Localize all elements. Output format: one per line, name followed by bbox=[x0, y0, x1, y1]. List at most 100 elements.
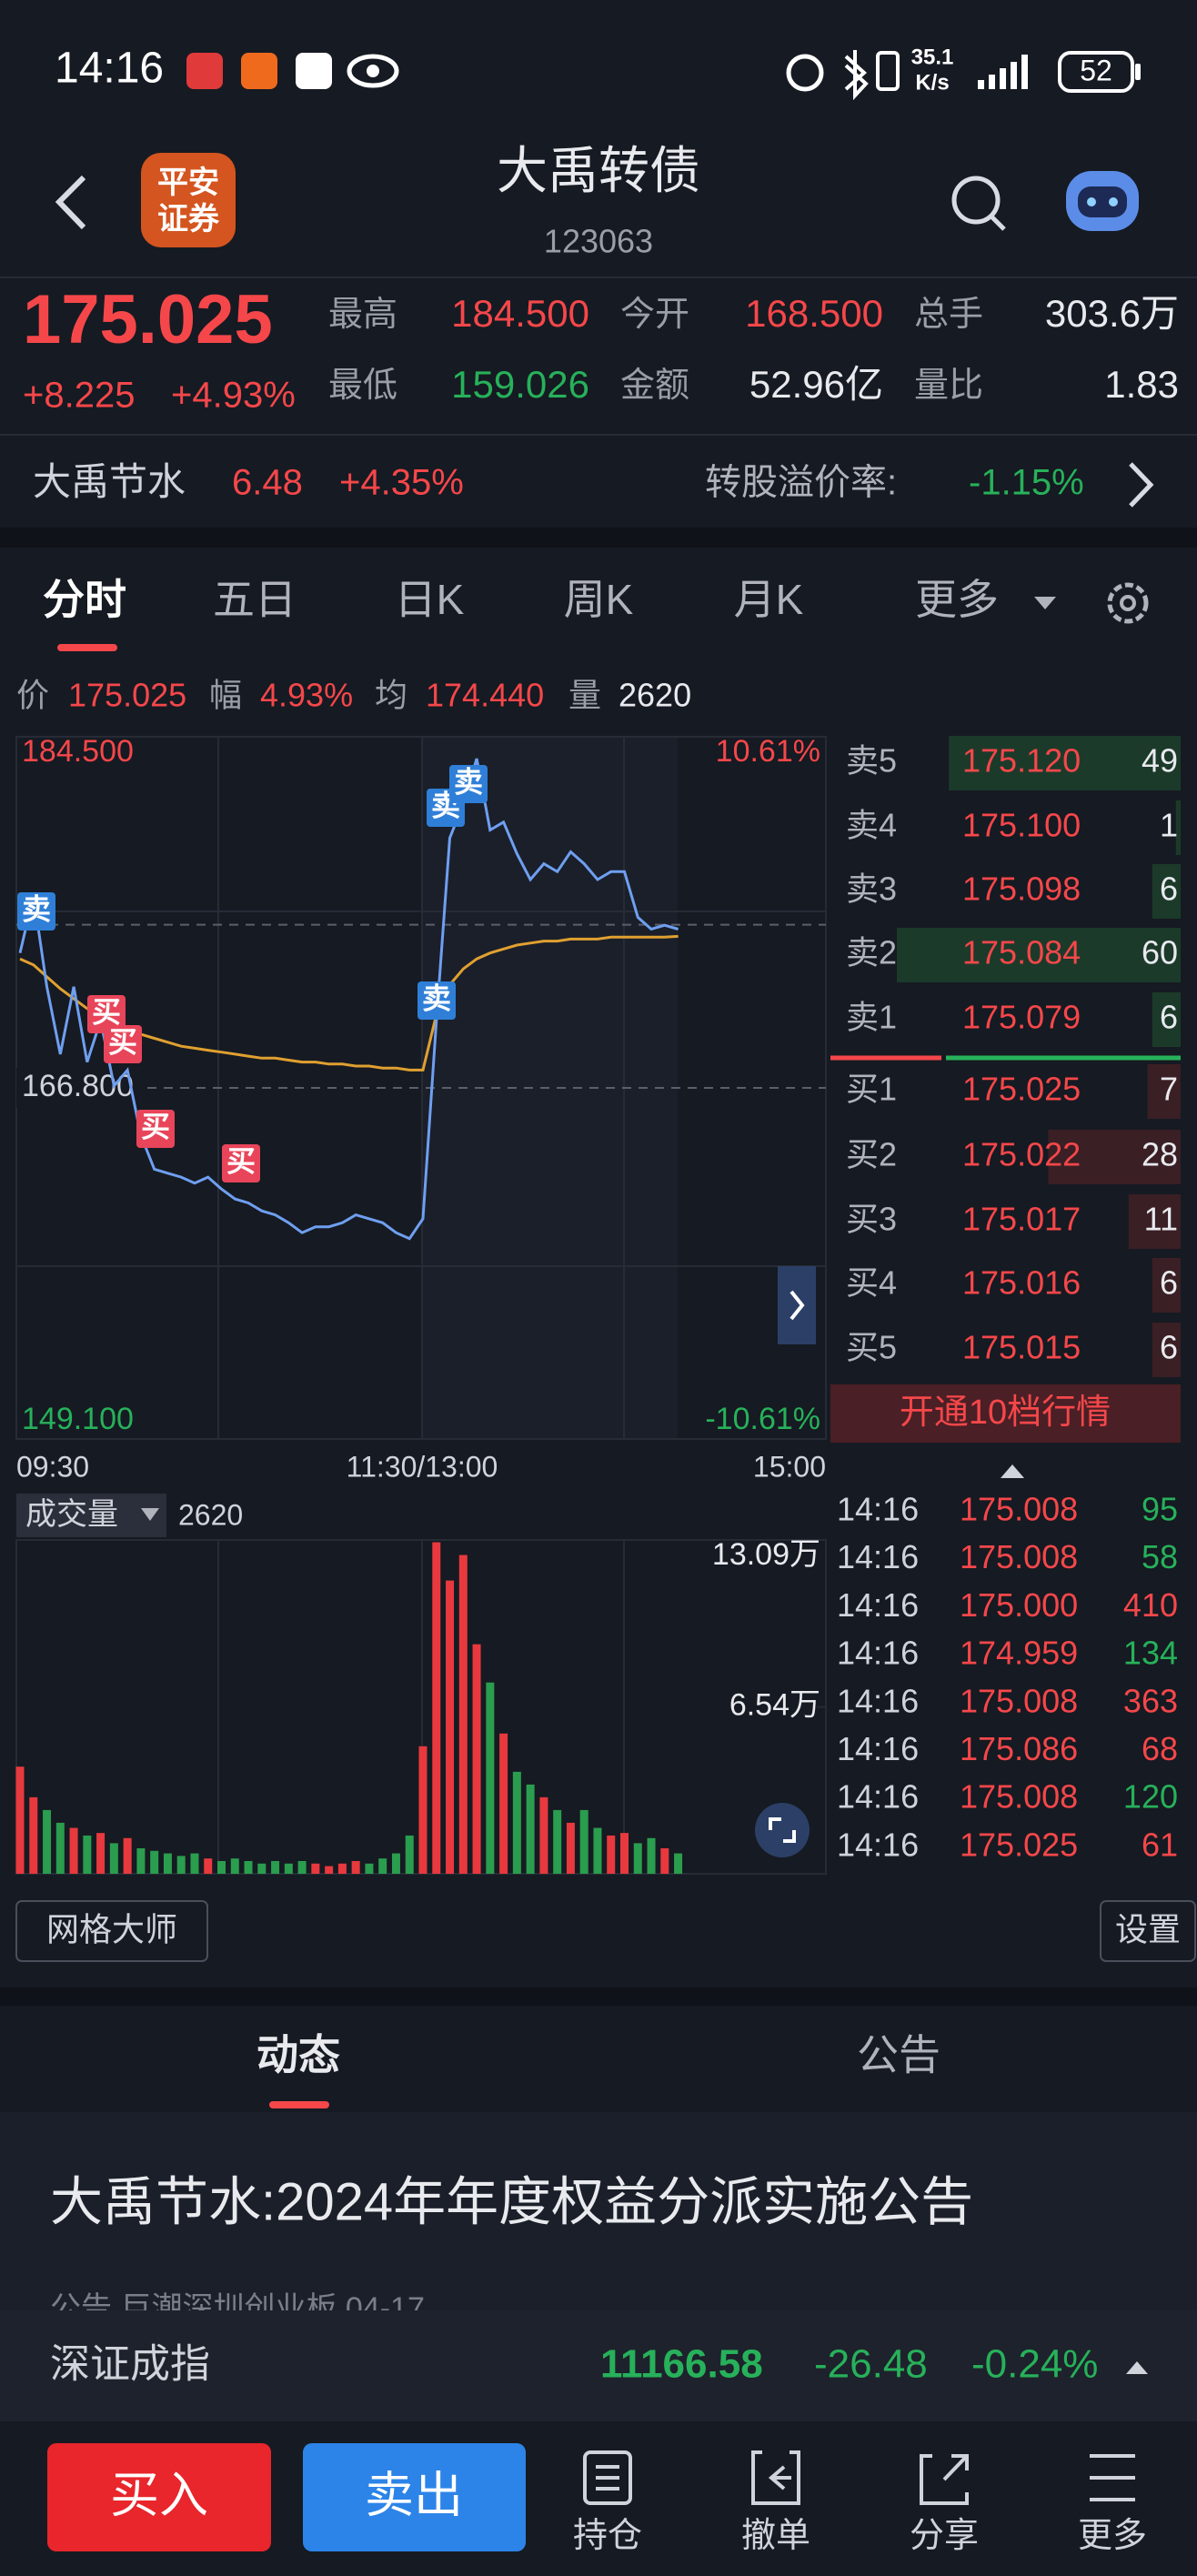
volume-bar bbox=[29, 1796, 38, 1874]
volume-bar bbox=[163, 1853, 172, 1874]
y-tick-label: 13.09万 bbox=[712, 1537, 820, 1572]
info-label: 均 bbox=[375, 677, 407, 714]
expand-tab[interactable] bbox=[778, 1266, 816, 1344]
tab[interactable]: 日K bbox=[395, 576, 465, 623]
volume-bar bbox=[96, 1833, 106, 1874]
upgrade-text: 开通10档行情 bbox=[900, 1394, 1111, 1432]
field-value: 52.96亿 bbox=[749, 363, 883, 406]
trade-time: 14:16 bbox=[837, 1635, 919, 1672]
assistant-eye bbox=[1109, 197, 1118, 206]
volume-bar bbox=[432, 1542, 441, 1874]
broker-logo bbox=[141, 153, 236, 247]
news-tab[interactable]: 公告 bbox=[857, 2031, 940, 2078]
volume-bar bbox=[325, 1866, 334, 1874]
volume-bar bbox=[365, 1863, 374, 1874]
trade-qty: 120 bbox=[1123, 1778, 1178, 1816]
grid-master-button[interactable] bbox=[15, 1900, 208, 1962]
y2-tick-label: -10.61% bbox=[705, 1402, 820, 1436]
tab[interactable]: 五日 bbox=[213, 576, 297, 623]
index-bar[interactable] bbox=[0, 2310, 1197, 2421]
volume-bar bbox=[486, 1682, 495, 1874]
volume-bar bbox=[593, 1827, 602, 1874]
book-price: 175.084 bbox=[962, 934, 1081, 971]
trade-price: 175.008 bbox=[960, 1778, 1078, 1816]
volume-selector[interactable] bbox=[16, 1494, 166, 1537]
book-label: 卖4 bbox=[846, 807, 897, 844]
depth-bar bbox=[949, 736, 1181, 790]
field-value: 303.6万 bbox=[1045, 292, 1179, 335]
assistant-eye bbox=[1087, 197, 1096, 206]
tab[interactable]: 更多 bbox=[915, 576, 999, 623]
battery bbox=[1058, 51, 1134, 93]
trade-price: 175.008 bbox=[960, 1491, 1078, 1528]
volume-bar bbox=[176, 1856, 186, 1874]
trade-time: 14:16 bbox=[837, 1491, 919, 1528]
nav-label[interactable]: 更多 bbox=[1078, 2517, 1147, 2555]
dropdown-arrow[interactable] bbox=[1034, 597, 1056, 609]
trade-price: 175.008 bbox=[960, 1538, 1078, 1575]
buy-button[interactable] bbox=[47, 2443, 271, 2551]
nav-label[interactable]: 撤单 bbox=[741, 2517, 810, 2555]
expand-arrow[interactable] bbox=[1126, 2361, 1148, 2374]
news-headline[interactable]: 大禹节水:2024年年度权益分派实施公告 bbox=[50, 2172, 973, 2231]
trade-qty: 58 bbox=[1142, 1538, 1178, 1575]
logo-text: 平安 bbox=[157, 166, 219, 200]
volume-bar bbox=[55, 1822, 65, 1874]
volume-bar bbox=[311, 1863, 320, 1874]
depth-bar bbox=[1152, 1258, 1181, 1313]
trade-mark-text: 卖 bbox=[422, 981, 451, 1014]
book-price: 175.079 bbox=[962, 999, 1081, 1036]
back-button[interactable] bbox=[55, 175, 86, 230]
book-price: 175.100 bbox=[962, 807, 1081, 844]
volume-bar bbox=[136, 1847, 146, 1874]
trade-time: 14:16 bbox=[837, 1826, 919, 1863]
stock-name[interactable]: 大禹节水 bbox=[33, 460, 186, 503]
volume-bar bbox=[83, 1835, 92, 1874]
fullscreen-button[interactable] bbox=[755, 1803, 810, 1857]
sell-button[interactable] bbox=[303, 2443, 526, 2551]
book-label: 卖5 bbox=[846, 742, 897, 780]
book-qty: 49 bbox=[1142, 742, 1178, 780]
tab[interactable]: 分时 bbox=[43, 576, 126, 623]
order-book: 卖5 175.120 49 卖4 175.100 1 卖3 175.098 6 卖2 175.084… bbox=[830, 736, 1181, 1377]
volume-bar bbox=[660, 1847, 669, 1874]
field-label: 金额 bbox=[620, 367, 689, 405]
settings-button[interactable] bbox=[1100, 1900, 1196, 1962]
book-qty: 6 bbox=[1160, 1329, 1178, 1366]
y-tick-label: 6.54万 bbox=[729, 1688, 820, 1723]
field-label: 今开 bbox=[620, 296, 689, 334]
trade-qty: 363 bbox=[1123, 1682, 1178, 1719]
volume-bar bbox=[190, 1853, 199, 1874]
nav-label[interactable]: 持仓 bbox=[573, 2517, 642, 2555]
chevron[interactable] bbox=[1129, 462, 1154, 508]
depth-bar bbox=[1152, 992, 1181, 1047]
field-label: 量比 bbox=[914, 367, 983, 405]
field-label: 最高 bbox=[328, 296, 397, 334]
collapse-arrow[interactable] bbox=[1001, 1464, 1024, 1478]
volume-bar bbox=[499, 1733, 508, 1874]
y-tick-label: 184.500 bbox=[22, 734, 134, 769]
tab[interactable]: 周K bbox=[564, 576, 634, 623]
expand-tab-arrow bbox=[790, 1290, 805, 1321]
upgrade-button[interactable] bbox=[830, 1384, 1181, 1443]
trade-mark-text: 卖 bbox=[22, 892, 51, 925]
nav-label[interactable]: 分享 bbox=[910, 2517, 979, 2555]
news-tab[interactable]: 动态 bbox=[256, 2031, 340, 2078]
field-value: 159.026 bbox=[451, 363, 589, 406]
trade-ticker: 14:16 175.008 95 14:16 175.008 58 14:16 175.000… bbox=[837, 1491, 1178, 1864]
y2-tick-label: 10.61% bbox=[716, 734, 820, 769]
trade-mark-text: 买 bbox=[226, 1144, 256, 1177]
settings-gear[interactable] bbox=[1107, 582, 1149, 624]
volume-bar bbox=[539, 1796, 548, 1874]
volume-current: 2620 bbox=[178, 1498, 243, 1531]
volume-bar bbox=[378, 1858, 387, 1874]
app-icon bbox=[241, 53, 277, 89]
search-button[interactable] bbox=[951, 176, 1001, 225]
volume-bar bbox=[405, 1835, 414, 1874]
book-price: 175.015 bbox=[962, 1329, 1081, 1366]
book-price: 175.017 bbox=[962, 1201, 1081, 1238]
volume-bar bbox=[674, 1853, 683, 1874]
y-tick-label: 166.800 bbox=[22, 1069, 134, 1103]
tab[interactable]: 月K bbox=[734, 576, 804, 623]
trade-mark bbox=[136, 1110, 175, 1148]
